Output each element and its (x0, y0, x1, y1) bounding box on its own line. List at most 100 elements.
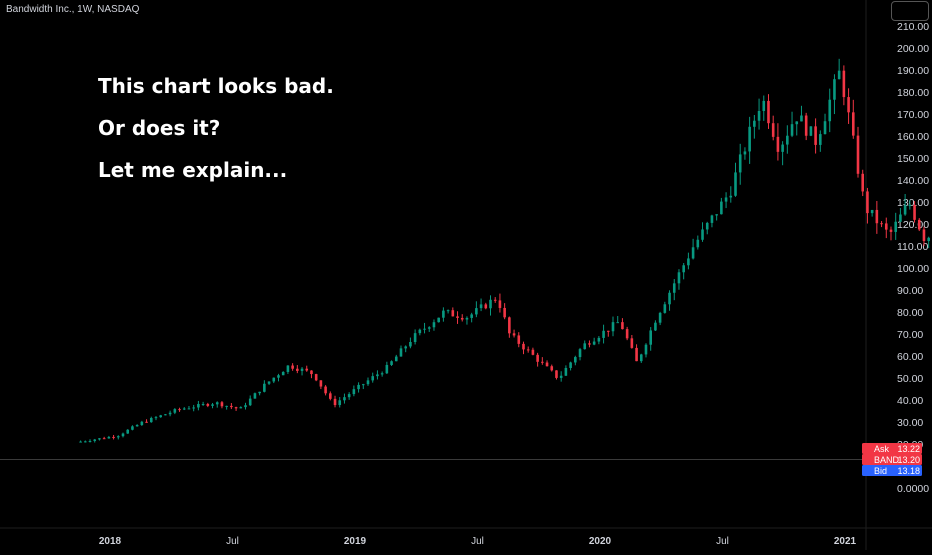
candle-body (701, 229, 704, 240)
candle-body (310, 370, 313, 375)
x-tick-label: 2019 (344, 536, 367, 547)
candle-body (578, 349, 582, 358)
candle-body (616, 322, 620, 324)
price-label-value: 13.18 (897, 466, 920, 476)
candle-body (630, 338, 634, 348)
candle-body (658, 312, 662, 323)
candle-body (215, 402, 219, 405)
candle-body (135, 425, 139, 427)
candle-body (145, 421, 148, 423)
candle-body (93, 439, 97, 441)
y-tick-label: 150.00 (897, 153, 929, 165)
candle-body (734, 172, 737, 196)
candle-body (225, 405, 228, 407)
candle-body (460, 317, 464, 320)
candle-body (230, 405, 233, 408)
candle-body (394, 356, 398, 362)
candle-body (446, 310, 450, 312)
candle-body (795, 121, 799, 125)
candle-body (800, 115, 803, 122)
candle-body (512, 333, 516, 336)
candle-body (479, 304, 483, 309)
price-label-name: BAND (874, 455, 900, 465)
candle-body (917, 219, 921, 230)
candle-body (809, 126, 813, 136)
candle-body (823, 121, 827, 135)
candle-body (201, 404, 205, 406)
candle-body (234, 407, 238, 409)
candle-body (828, 99, 832, 122)
x-tick-label: 2020 (589, 536, 612, 547)
candle-body (126, 429, 130, 434)
candle-body (588, 343, 591, 345)
candle-body (682, 265, 685, 273)
candle-body (691, 247, 695, 259)
candle-body (804, 115, 808, 136)
price-label-ask: Ask 13.22 (862, 442, 922, 454)
candle-body (423, 328, 426, 330)
candle-body (541, 361, 544, 363)
candle-body (715, 214, 718, 216)
candle-body (583, 343, 587, 350)
candle-body (291, 365, 294, 369)
candle-body (870, 209, 874, 214)
candle-body (908, 205, 912, 207)
scale-settings-button[interactable] (891, 1, 929, 21)
candle-body (432, 322, 436, 328)
candle-body (98, 438, 101, 440)
candle-body (220, 402, 224, 407)
candle-body (178, 409, 181, 411)
candle-body (329, 393, 332, 399)
candle-body (357, 384, 360, 390)
candle-body (724, 197, 728, 202)
candle-body (182, 408, 186, 410)
candle-body (164, 414, 167, 416)
candle-body (300, 368, 304, 371)
candle-body (253, 393, 257, 399)
candle-body (465, 317, 469, 320)
candle-body (536, 354, 539, 362)
candle-body (545, 362, 549, 367)
candle-body (366, 380, 370, 385)
candle-body (404, 346, 407, 349)
candle-body (112, 436, 115, 438)
candle-body (503, 307, 506, 318)
candle-body (621, 322, 624, 330)
candle-body (649, 330, 652, 345)
candle-body (705, 222, 709, 230)
price-label-name: Ask (874, 444, 890, 454)
price-label-box (862, 442, 922, 454)
candle-body (211, 404, 214, 406)
candle-body (159, 415, 162, 418)
candle-body (475, 308, 478, 315)
candle-body (508, 317, 511, 334)
y-tick-label: 160.00 (897, 131, 929, 143)
candle-body (729, 195, 733, 198)
candle-body (889, 229, 893, 232)
candle-body (409, 342, 412, 347)
candle-body (206, 404, 210, 406)
candle-body (913, 205, 916, 220)
candle-body (927, 237, 930, 242)
candle-body (875, 209, 879, 224)
candle-body (748, 126, 751, 152)
candle-body (856, 135, 860, 174)
candle-body (880, 223, 883, 225)
candle-body (762, 100, 766, 111)
candle-body (786, 135, 789, 145)
candle-body (131, 426, 134, 430)
price-label-name: Bid (874, 466, 887, 476)
candle-body (102, 438, 106, 440)
candle-body (668, 292, 671, 305)
annotation-line-2: Or does it? (98, 116, 221, 140)
candle-body (451, 310, 455, 317)
candle-body (149, 417, 153, 423)
price-label-box (862, 464, 922, 476)
candle-body (639, 354, 643, 362)
candle-body (790, 124, 794, 136)
candle-body (526, 349, 530, 351)
candle-body (922, 229, 926, 242)
annotation-line-3: Let me explain... (98, 158, 288, 182)
